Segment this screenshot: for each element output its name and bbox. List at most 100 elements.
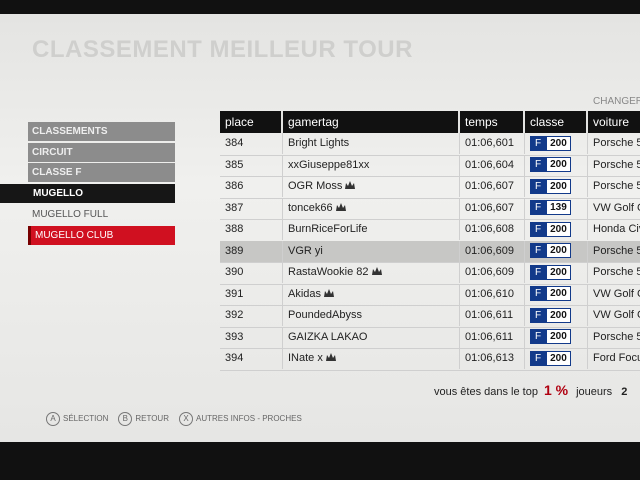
car: Ford Focus '0 [593,352,640,364]
button-key[interactable]: A [46,412,60,426]
menu-item[interactable]: CLASSE F [28,163,175,182]
place: 387 [225,201,244,214]
cell: 01:06,611 [460,305,525,326]
crown-icon [324,288,335,297]
button-key[interactable]: X [178,412,193,426]
change-button[interactable]: CHANGER C [593,96,640,107]
cell: Honda Civic [588,219,640,240]
lap-time: 01:06,607 [465,180,514,192]
button-key[interactable]: B [118,412,133,426]
car: Honda Civic [593,223,640,235]
menu-item[interactable]: MUGELLO CLUB [28,226,175,245]
place: 384 [225,137,244,149]
cell: F 200 [525,154,588,176]
cell: PoundedAbyss [283,305,460,326]
cell: VW Golf GT [588,198,640,219]
cell: F 200 [525,326,588,348]
cell: F 200 [525,219,588,240]
crown-icon [325,353,336,361]
class-letter: F [530,135,547,151]
cell: Porsche 55 [588,176,640,197]
menu-item[interactable]: CIRCUIT [28,143,175,162]
menu-item[interactable]: MUGELLO FULL [32,209,109,220]
cell: INate x [283,348,460,369]
cell: VW Golf GTi [588,284,640,305]
cell: Porsche 55 [588,133,640,154]
cell: Ford Focus '0 [588,348,640,369]
class-letter: F [530,221,547,237]
column-header: place [220,111,283,133]
cell: Akidas [283,283,460,305]
car: VW Golf GT [593,201,640,214]
place: 394 [225,352,244,364]
cell: 01:06,608 [460,219,525,240]
lap-time: 01:06,604 [465,158,514,171]
lap-time: 01:06,608 [465,223,514,235]
crown-icon [335,202,346,211]
car: Porsche 550 [593,266,640,278]
place: 385 [225,158,244,171]
menu-item[interactable]: MUGELLO [0,184,175,203]
class-rating: 200 [546,350,571,366]
car: Porsche 550 [593,330,640,343]
class-letter: F [530,307,547,323]
place: 392 [225,309,244,321]
gamertag: OGR Moss [288,180,343,192]
cell: toncek66 [283,197,460,219]
cell: Bright Lights [283,133,460,154]
cell: BurnRiceForLife [283,219,460,240]
cell: F 139 [525,197,588,219]
class-rating: 139 [546,200,571,216]
screen: CLASSEMENT MEILLEUR TOUR CHANGER C CLASS… [0,14,640,442]
gamertag: Bright Lights [288,137,350,149]
cell: F 200 [525,305,588,326]
class-rating: 200 [546,178,571,194]
crown-icon [371,267,382,275]
class-rating: 200 [546,264,571,280]
cell: 01:06,607 [460,197,525,219]
gamertag: RastaWookie 82 [288,266,369,278]
cell: 01:06,609 [460,240,525,262]
cell: F 200 [525,240,588,262]
cell: 385 [220,154,283,176]
cell: 391 [220,283,283,305]
cell: F 200 [525,283,588,305]
class-rating: 200 [546,221,571,237]
car: VW Golf GTi [593,287,640,300]
lap-time: 01:06,610 [465,287,514,300]
cell: GAIZKA LAKAO [283,326,460,348]
menu-item[interactable]: CLASSEMENTS [28,122,175,141]
cell: RastaWookie 82 [283,262,460,283]
class-rating: 200 [546,243,571,259]
cell: 01:06,601 [460,133,525,154]
cell: 01:06,611 [460,326,525,348]
summary-text: vous êtes dans le top [434,386,538,398]
column-header: voiture [588,111,640,133]
cell: xxGiuseppe81xx [283,154,460,176]
gamertag: Akidas [288,287,322,300]
cell: F 200 [525,262,588,283]
button-label: AUTRES INFOS - PROCHES [195,414,302,423]
cell: Porsche 55 [588,241,640,262]
car: Porsche 55 [593,244,640,257]
place: 390 [225,266,244,278]
car: Porsche 55 [593,180,640,192]
cell: 390 [220,262,283,283]
crown-icon [345,181,356,189]
button-bar: A SÉLECTION B RETOUR X AUTRES INFOS - PROCHES [36,412,302,426]
cell: VW Golf GTi [588,305,640,326]
lap-time: 01:06,609 [465,266,514,278]
column-header: temps [460,111,525,133]
